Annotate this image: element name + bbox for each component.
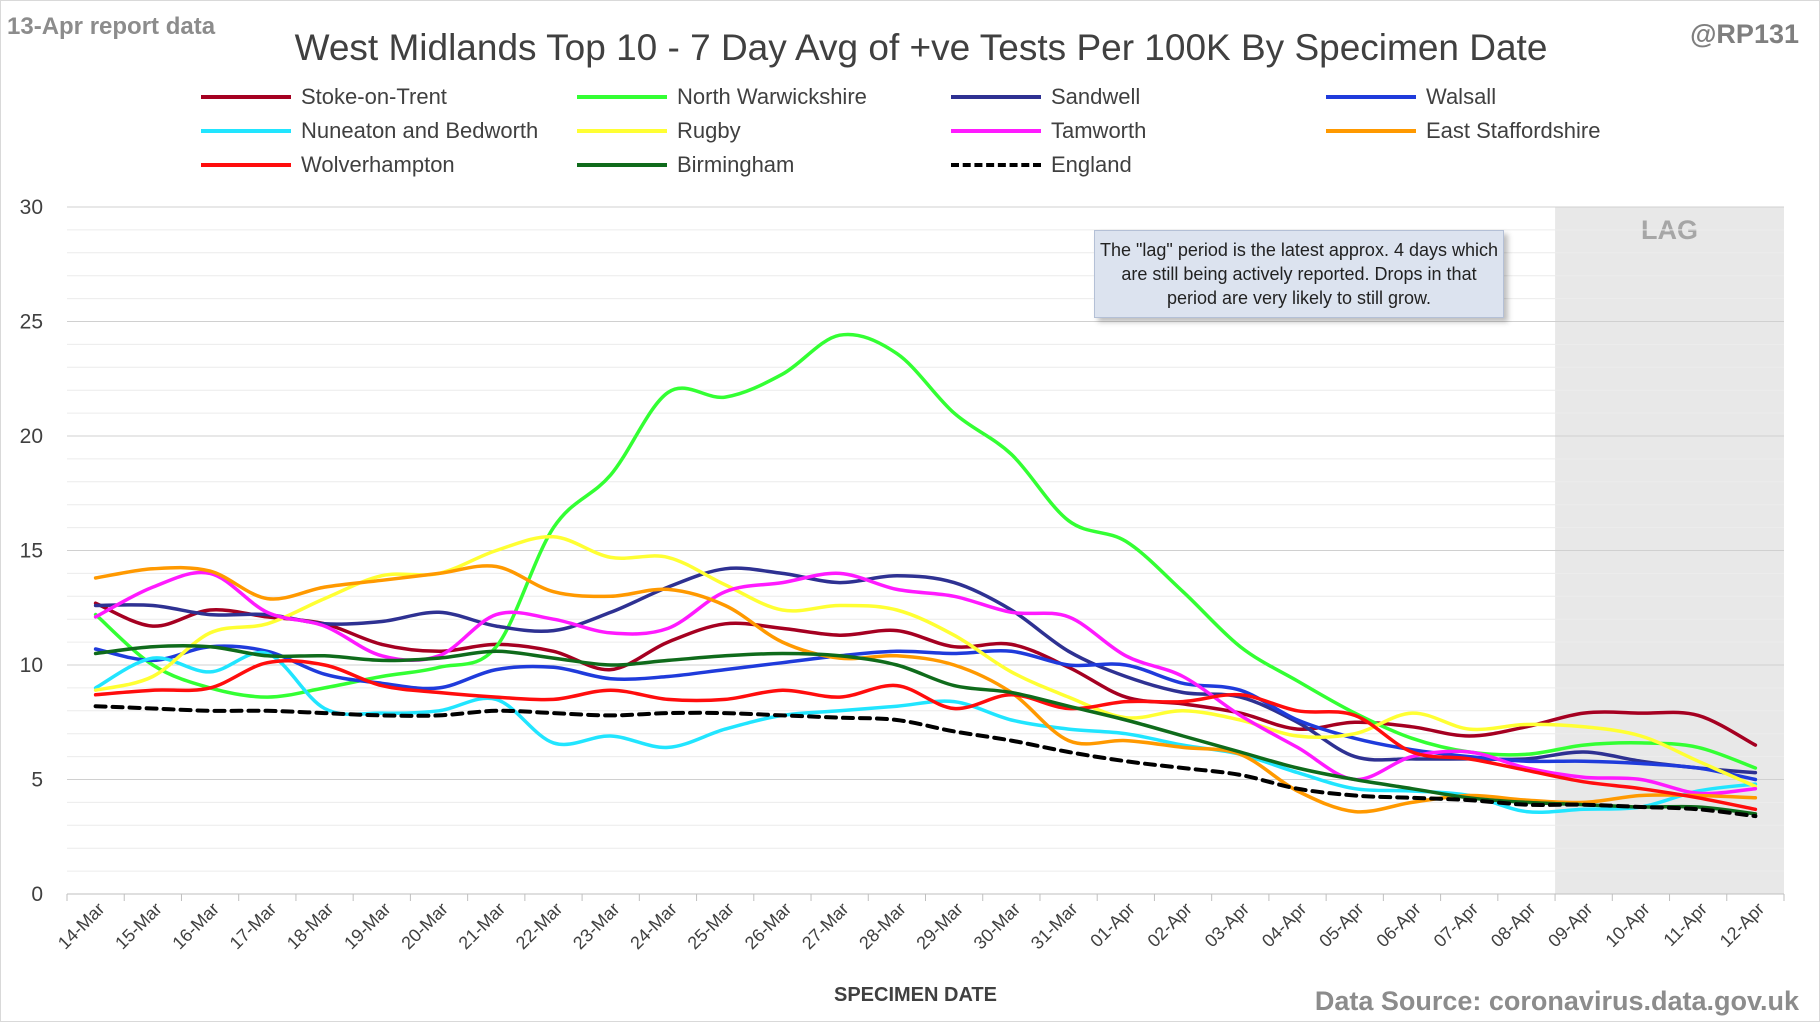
x-tick-label: 26-Mar xyxy=(741,899,795,953)
legend-label: Rugby xyxy=(677,118,741,143)
legend-label: North Warwickshire xyxy=(677,84,867,109)
series-line-tamworth xyxy=(93,570,1758,796)
data-source-note: Data Source: coronavirus.data.gov.uk xyxy=(1314,986,1799,1016)
x-tick-label: 03-Apr xyxy=(1201,899,1253,951)
x-tick-label: 17-Mar xyxy=(226,899,280,953)
legend-swatch xyxy=(577,95,667,99)
legend-label: Sandwell xyxy=(1051,84,1141,109)
legend-item-north-warwickshire: North Warwickshire xyxy=(577,82,867,112)
x-tick-label: 28-Mar xyxy=(855,899,909,953)
x-tick-label: 24-Mar xyxy=(626,899,680,953)
x-tick-label: 16-Mar xyxy=(168,899,222,953)
y-tick-label: 20 xyxy=(20,425,43,448)
x-tick-label: 01-Apr xyxy=(1086,899,1138,951)
legend-label: East Staffordshire xyxy=(1426,118,1601,143)
y-tick-label: 5 xyxy=(31,769,43,792)
series-line-birmingham xyxy=(93,643,1758,816)
y-tick-label: 10 xyxy=(20,654,43,677)
x-tick-label: 06-Apr xyxy=(1372,899,1424,951)
legend-swatch xyxy=(951,163,1041,167)
x-tick-label: 29-Mar xyxy=(912,899,966,953)
legend-item-rugby: Rugby xyxy=(577,116,741,146)
series-line-east-staffordshire xyxy=(93,564,1758,814)
x-tick-label: 12-Apr xyxy=(1716,899,1768,951)
x-tick-label: 10-Apr xyxy=(1601,899,1653,951)
legend-swatch xyxy=(1326,95,1416,99)
legend-item-walsall: Walsall xyxy=(1326,82,1496,112)
series-line-england xyxy=(93,704,1758,819)
legend-item-birmingham: Birmingham xyxy=(577,150,794,180)
legend-swatch xyxy=(201,163,291,167)
legend-label: Wolverhampton xyxy=(301,152,455,177)
legend-label: Birmingham xyxy=(677,152,795,177)
legend-item-stoke-on-trent: Stoke-on-Trent xyxy=(201,82,447,112)
legend-swatch xyxy=(1326,129,1416,133)
legend-swatch xyxy=(577,129,667,133)
x-tick-label: 20-Mar xyxy=(397,899,451,953)
legend-label: Stoke-on-Trent xyxy=(301,84,447,109)
y-tick-label: 15 xyxy=(20,540,43,563)
x-tick-label: 09-Apr xyxy=(1544,899,1596,951)
x-tick-label: 31-Mar xyxy=(1027,899,1081,953)
legend-label: England xyxy=(1051,152,1132,177)
series-line-stoke-on-trent xyxy=(93,601,1758,747)
chart-title: West Midlands Top 10 - 7 Day Avg of +ve … xyxy=(294,27,1548,68)
x-tick-label: 30-Mar xyxy=(970,899,1024,953)
x-tick-label: 23-Mar xyxy=(569,899,623,953)
y-tick-label: 25 xyxy=(20,311,43,334)
legend-item-tamworth: Tamworth xyxy=(951,116,1146,146)
x-tick-label: 02-Apr xyxy=(1144,899,1196,951)
x-axis-label: SPECIMEN DATE xyxy=(834,984,997,1006)
legend-swatch xyxy=(201,129,291,133)
x-tick-label: 14-Mar xyxy=(54,899,108,953)
x-tick-label: 18-Mar xyxy=(283,899,337,953)
legend-label: Tamworth xyxy=(1051,118,1147,143)
legend-item-wolverhampton: Wolverhampton xyxy=(201,150,455,180)
x-tick-label: 05-Apr xyxy=(1315,899,1367,951)
legend-label: Nuneaton and Bedworth xyxy=(301,118,539,143)
legend-item-sandwell: Sandwell xyxy=(951,82,1140,112)
x-tick-label: 25-Mar xyxy=(684,899,738,953)
x-tick-label: 15-Mar xyxy=(111,899,165,953)
x-tick-label: 08-Apr xyxy=(1487,899,1539,951)
x-tick-label: 27-Mar xyxy=(798,899,852,953)
x-tick-label: 11-Apr xyxy=(1660,899,1711,950)
series-line-rugby xyxy=(93,535,1758,789)
author-handle: @RP131 xyxy=(1690,19,1799,49)
x-tick-label: 19-Mar xyxy=(340,899,394,953)
lag-annotation-box: The "lag" period is the latest approx. 4… xyxy=(1094,230,1504,318)
legend-label: Walsall xyxy=(1426,84,1497,109)
legend-swatch xyxy=(577,163,667,167)
x-tick-label: 22-Mar xyxy=(512,899,566,953)
legend-item-england: England xyxy=(951,150,1132,180)
legend-swatch xyxy=(951,95,1041,99)
legend-item-east-staffordshire: East Staffordshire xyxy=(1326,116,1600,146)
x-tick-label: 04-Apr xyxy=(1258,899,1310,951)
legend-swatch xyxy=(201,95,291,99)
x-tick-label: 21-Mar xyxy=(455,899,509,953)
legend-item-nuneaton-and-bedworth: Nuneaton and Bedworth xyxy=(201,116,538,146)
x-tick-label: 07-Apr xyxy=(1430,899,1482,951)
report-date-note: 13-Apr report data xyxy=(7,13,216,40)
series-line-wolverhampton xyxy=(93,659,1758,812)
y-tick-label: 30 xyxy=(20,196,43,219)
y-tick-label: 0 xyxy=(31,883,43,906)
legend-swatch xyxy=(951,129,1041,133)
